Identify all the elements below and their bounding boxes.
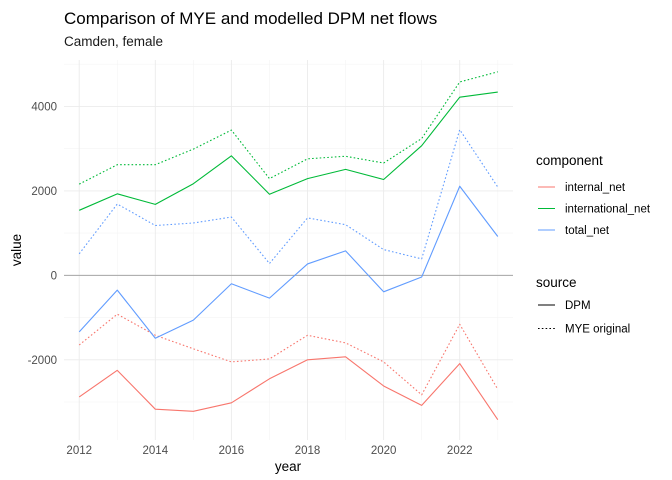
x-tick-label: 2016 <box>219 445 245 457</box>
total_net-dpm-line <box>78 185 499 339</box>
legend-label-mye-original: MYE original <box>565 324 630 336</box>
x-tick-label: 2018 <box>295 445 321 457</box>
legend: component internal_net international_nett… <box>536 153 651 336</box>
y-tick-label: 4000 <box>31 101 57 113</box>
y-tick-label: -2000 <box>28 355 57 367</box>
legend-label-total_net: total_net <box>565 225 610 237</box>
legend-components: internal_net international_net total_net <box>538 182 651 237</box>
chart-subtitle: Camden, female <box>64 34 163 49</box>
x-tick-label: 2022 <box>447 445 473 457</box>
major-gridlines <box>64 60 513 440</box>
y-tick-label: 2000 <box>31 186 57 198</box>
internal_net-mye-original-line <box>78 313 499 396</box>
internal_net-dpm-line <box>78 356 499 421</box>
series-lines <box>78 71 499 421</box>
y-axis-title: value <box>9 234 24 266</box>
legend-label-dpm: DPM <box>565 300 591 312</box>
legend-label-international_net: international_net <box>565 204 651 216</box>
legend-sources: DPM MYE original <box>538 300 630 336</box>
total_net-mye-original-line <box>78 129 499 265</box>
international_net-dpm-line <box>79 91 498 211</box>
x-tick-label: 2012 <box>66 445 92 457</box>
y-tick-label: 0 <box>51 270 57 282</box>
chart-title: Comparison of MYE and modelled DPM net f… <box>64 9 437 28</box>
minor-gridlines <box>64 60 513 440</box>
y-axis-ticks: -2000 0 2000 4000 <box>28 101 57 366</box>
x-tick-label: 2020 <box>371 445 397 457</box>
legend-label-internal_net: internal_net <box>565 182 626 194</box>
legend-title-source: source <box>536 275 577 290</box>
legend-title-component: component <box>536 153 603 168</box>
x-tick-label: 2014 <box>143 445 169 457</box>
x-axis-ticks: 2012 2014 2016 2018 2020 2022 <box>66 445 472 457</box>
x-axis-title: year <box>275 459 302 474</box>
international_net-mye-original-line <box>78 71 498 185</box>
